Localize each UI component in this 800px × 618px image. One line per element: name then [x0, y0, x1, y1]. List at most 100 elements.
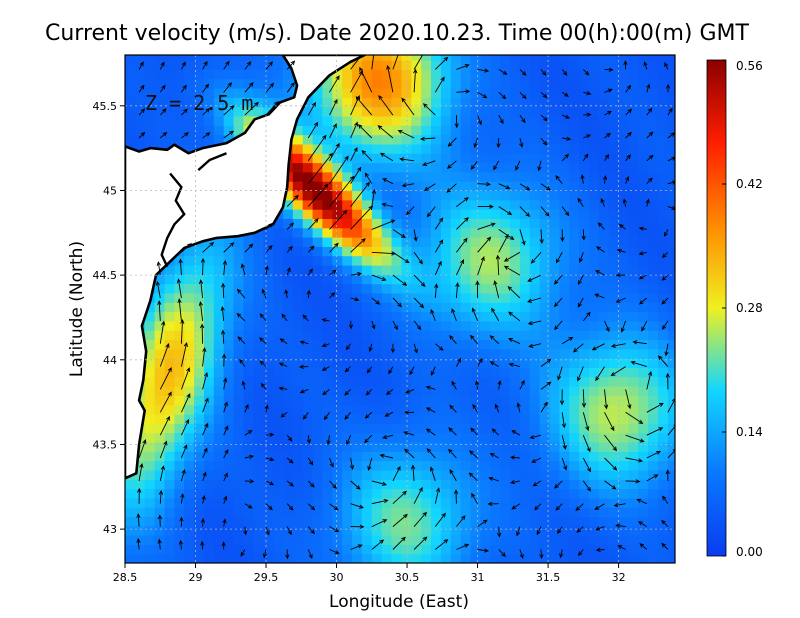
heatmap-cell: [490, 311, 501, 322]
heatmap-cell: [529, 376, 541, 387]
heatmap-cell: [342, 134, 353, 145]
heatmap-cell: [352, 302, 363, 313]
heatmap-cell: [342, 469, 353, 480]
heatmap-cell: [628, 218, 639, 229]
heatmap-cell: [500, 348, 511, 359]
heatmap-cell: [579, 134, 590, 145]
current-arrow: [638, 251, 647, 256]
heatmap-cell: [618, 414, 630, 424]
heatmap-cell: [598, 171, 610, 182]
heatmap-cell: [154, 507, 166, 517]
heatmap-cell: [450, 199, 462, 210]
heatmap-cell: [539, 451, 551, 462]
heatmap-cell: [154, 432, 166, 443]
current-arrow: [329, 75, 340, 93]
heatmap-cell: [579, 55, 590, 61]
heatmap-cell: [598, 311, 610, 322]
current-arrow: [455, 282, 460, 299]
heatmap-cell: [608, 544, 620, 555]
heatmap-cell: [302, 283, 314, 294]
heatmap-cell: [253, 441, 264, 452]
heatmap-cell: [667, 507, 675, 517]
heatmap-cell: [243, 469, 254, 480]
heatmap-cell: [292, 116, 304, 126]
heatmap-cell: [361, 311, 373, 322]
heatmap-cell: [460, 432, 472, 443]
heatmap-cell: [519, 190, 531, 201]
heatmap-cell: [519, 134, 531, 145]
heatmap-cell: [174, 330, 185, 341]
heatmap-cell: [628, 423, 639, 434]
heatmap-cell: [154, 116, 166, 126]
heatmap-cell: [658, 414, 669, 424]
heatmap-cell: [223, 255, 235, 266]
heatmap-cell: [213, 302, 225, 313]
heatmap-cell: [352, 395, 363, 406]
heatmap-cell: [391, 497, 402, 508]
heatmap-cell: [589, 525, 600, 536]
heatmap-cell: [342, 311, 353, 322]
heatmap-cell: [638, 106, 649, 117]
heatmap-cell: [243, 246, 254, 257]
current-arrow: [200, 257, 206, 276]
heatmap-cell: [352, 125, 363, 136]
heatmap-cell: [332, 88, 343, 98]
heatmap-cell: [213, 60, 225, 70]
heatmap-cell: [628, 255, 639, 266]
heatmap-cell: [154, 106, 166, 117]
heatmap-cell: [204, 125, 215, 136]
heatmap-cell: [480, 414, 491, 424]
heatmap-cell: [184, 451, 195, 462]
heatmap-cell: [559, 497, 570, 508]
heatmap-cell: [618, 199, 630, 210]
x-tick-label: 32: [612, 571, 626, 584]
heatmap-cell: [549, 106, 560, 117]
heatmap-cell: [253, 88, 264, 98]
heatmap-cell: [282, 553, 294, 563]
heatmap-cell: [312, 246, 324, 257]
current-arrow: [423, 183, 436, 191]
heatmap-cell: [421, 423, 432, 434]
heatmap-cell: [618, 311, 630, 322]
heatmap-cell: [667, 283, 675, 294]
heatmap-cell: [648, 320, 659, 331]
heatmap-cell: [618, 125, 630, 136]
heatmap-cell: [549, 553, 560, 563]
heatmap-cell: [233, 535, 245, 545]
heatmap-cell: [490, 171, 501, 182]
heatmap-cell: [401, 283, 412, 294]
heatmap-cell: [144, 320, 156, 331]
heatmap-cell: [371, 246, 383, 257]
heatmap-cell: [431, 311, 442, 322]
heatmap-cell: [628, 227, 639, 238]
heatmap-cell: [204, 106, 215, 117]
current-arrow: [540, 381, 552, 390]
heatmap-cell: [460, 209, 472, 219]
heatmap-cell: [618, 265, 630, 275]
heatmap-cell: [322, 525, 333, 536]
heatmap-cell: [243, 525, 254, 536]
current-arrow: [456, 515, 466, 527]
heatmap-cell: [391, 525, 402, 536]
heatmap-cell: [391, 190, 402, 201]
heatmap-cell: [658, 153, 669, 164]
current-arrow: [577, 197, 584, 207]
heatmap-cell: [440, 488, 452, 499]
heatmap-cell: [204, 414, 215, 424]
heatmap-cell: [628, 404, 639, 415]
heatmap-cell: [322, 479, 333, 490]
heatmap-cell: [638, 339, 649, 350]
current-arrow: [583, 112, 592, 117]
heatmap-cell: [658, 265, 669, 275]
heatmap-cell: [667, 460, 675, 471]
heatmap-cell: [401, 507, 412, 517]
heatmap-cell: [213, 283, 225, 294]
heatmap-cell: [667, 367, 675, 378]
current-arrow: [302, 412, 309, 420]
heatmap-cell: [579, 162, 590, 173]
heatmap-cell: [263, 246, 274, 257]
heatmap-cell: [549, 209, 560, 219]
heatmap-cell: [539, 348, 551, 359]
heatmap-cell: [638, 190, 649, 201]
heatmap-cell: [361, 460, 373, 471]
